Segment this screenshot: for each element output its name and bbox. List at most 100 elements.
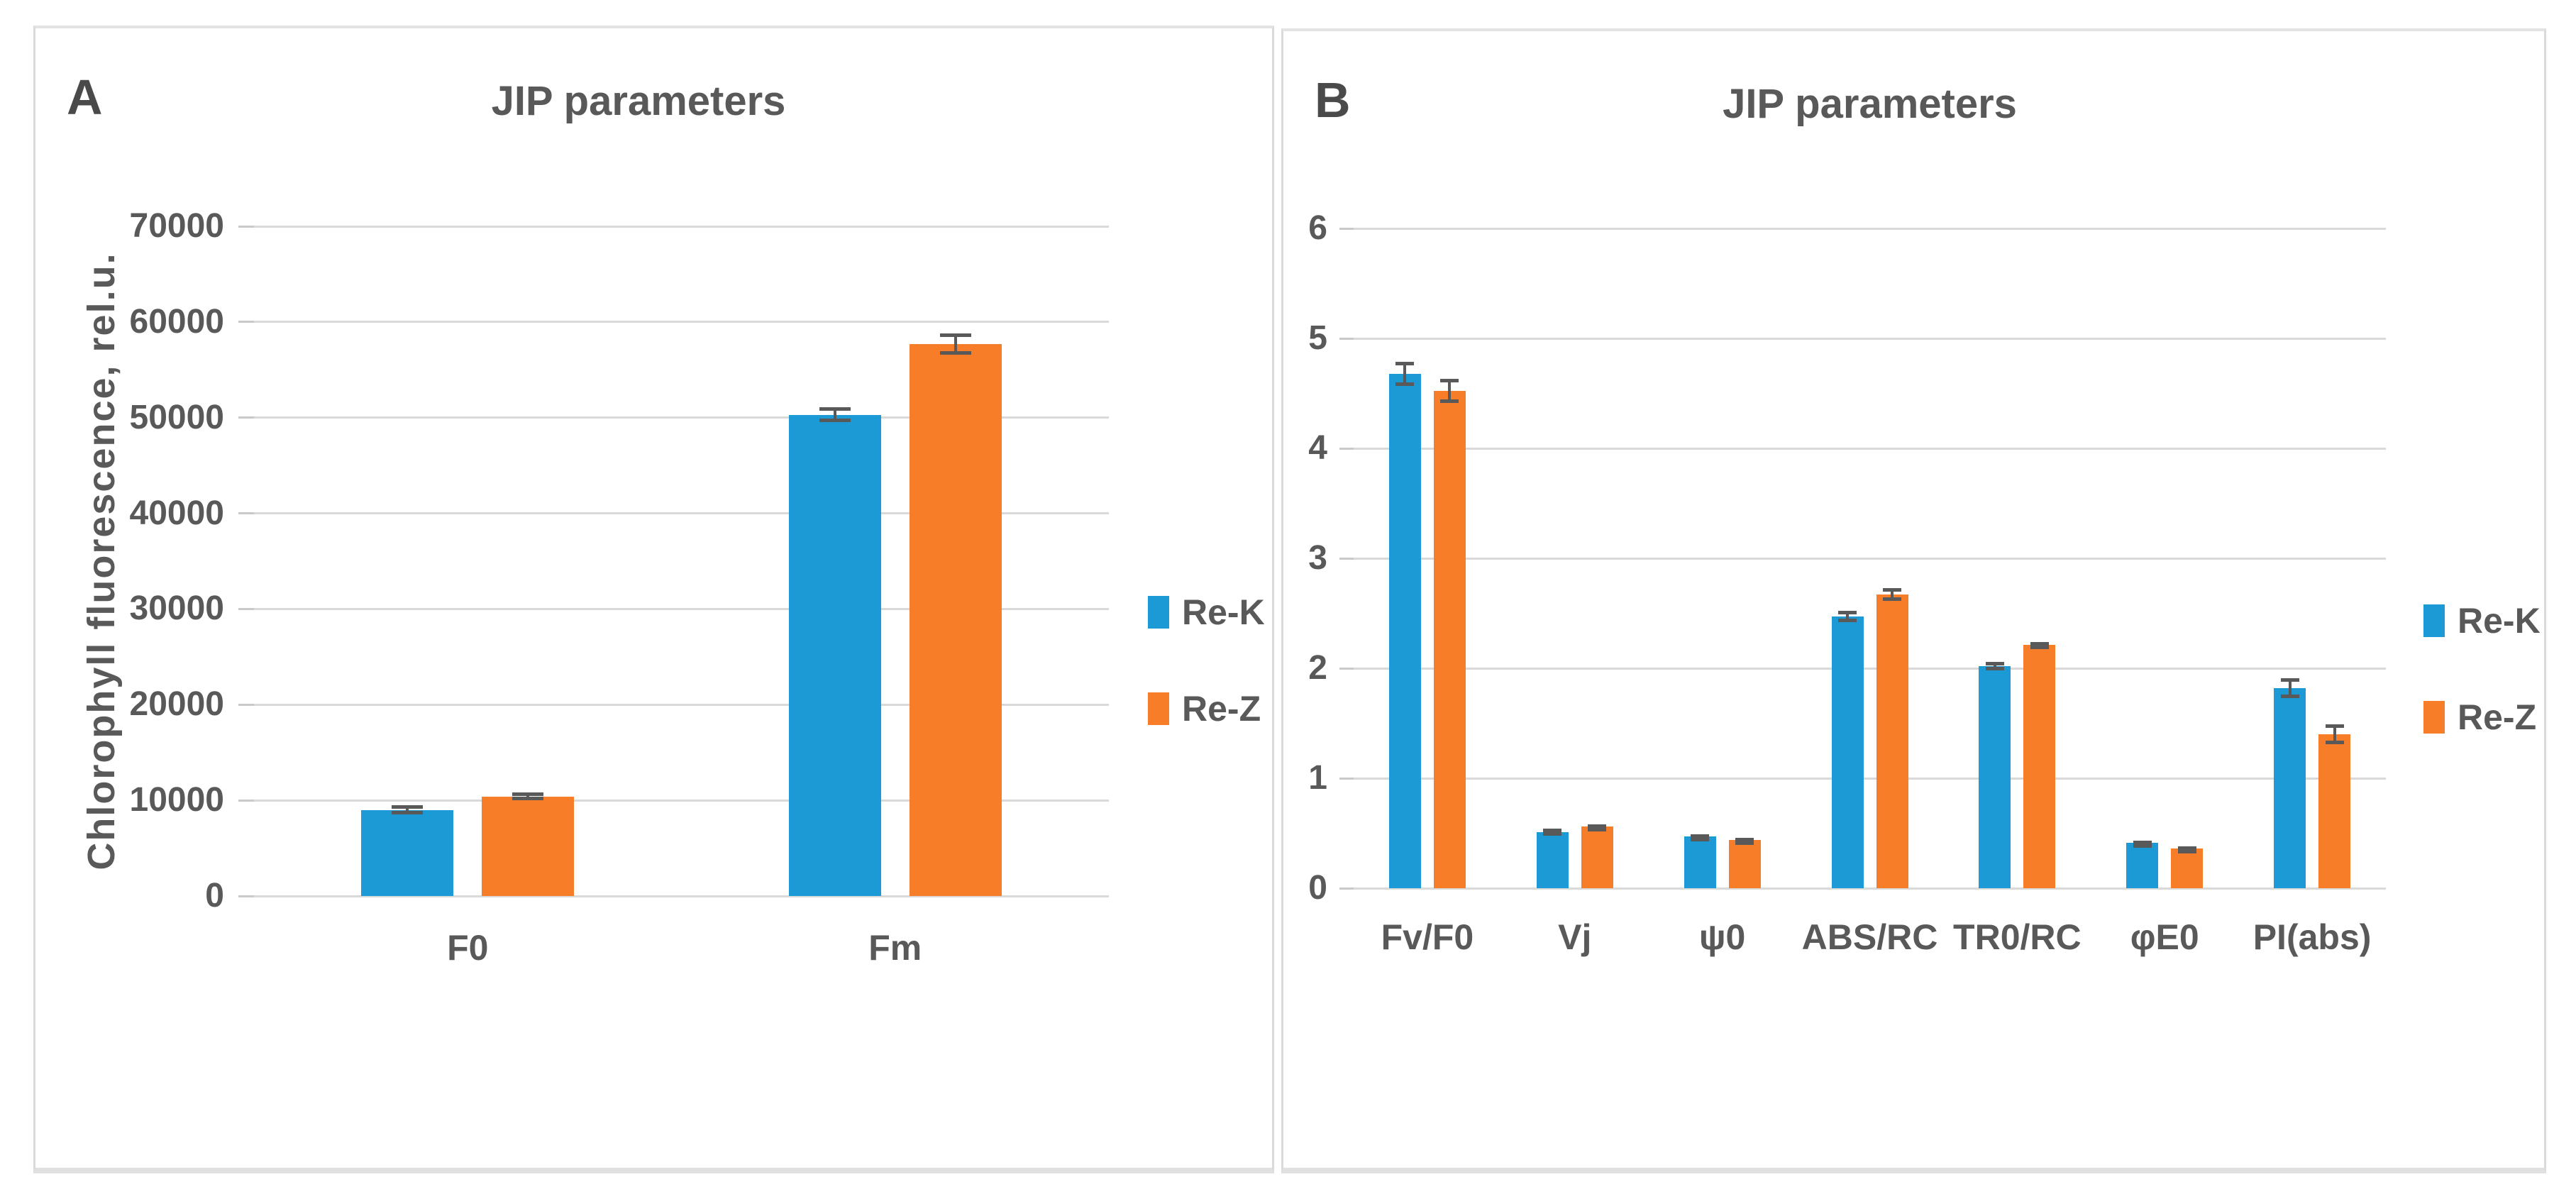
- error-bar: [2280, 678, 2299, 698]
- error-bar-line: [2288, 678, 2292, 698]
- legend-item: Re-Z: [1148, 691, 1265, 726]
- error-bar: [2030, 641, 2049, 649]
- x-category-label: ABS/RC: [1801, 917, 1938, 957]
- error-bar-line: [406, 804, 409, 815]
- legend-item: Re-K: [2423, 603, 2541, 638]
- chart-panel-b: B JIP parameters 0 1 2 3 4 5 6 Fv/F0 Vj ψ0 ABS/RC T…: [1281, 28, 2546, 1173]
- y-tick-label: 3: [1308, 539, 1327, 577]
- bar-re-z: [2171, 848, 2204, 888]
- error-bar-line: [526, 792, 530, 801]
- error-bar: [1691, 834, 1710, 842]
- y-tick-label: 40000: [129, 494, 224, 532]
- gridline: [254, 416, 1109, 419]
- error-bar-cap-top: [1985, 661, 2004, 665]
- error-bar-cap-bottom: [939, 350, 971, 355]
- y-tick-label: 2: [1308, 649, 1327, 687]
- y-tick-label: 6: [1308, 209, 1327, 247]
- bar-re-z: [1728, 839, 1761, 888]
- y-tick-label: 0: [205, 877, 224, 914]
- error-bar-cap-bottom: [512, 797, 544, 801]
- error-bar-cap-bottom: [1735, 841, 1754, 845]
- y-tick-label: 50000: [129, 398, 224, 436]
- legend-swatch: [2423, 604, 2445, 637]
- gridline: [1354, 667, 2386, 670]
- error-bar-line: [953, 333, 957, 355]
- error-bar-cap-bottom: [1985, 667, 2004, 671]
- gridline: [1354, 887, 2386, 890]
- chart-title-b: JIP parameters: [1723, 81, 2017, 127]
- x-category-label: Vj: [1558, 917, 1592, 957]
- x-category-label: F0: [447, 928, 489, 968]
- error-bar-cap-bottom: [1395, 382, 1415, 386]
- bar-re-z: [1876, 594, 1908, 888]
- error-bar-cap-top: [2177, 846, 2196, 851]
- axis-tick: [1339, 667, 1354, 670]
- error-bar-line: [1891, 587, 1894, 602]
- bar-re-k: [1979, 665, 2011, 888]
- legend-swatch: [2423, 701, 2445, 734]
- error-bar-cap-bottom: [392, 811, 424, 815]
- bar-re-k: [361, 809, 454, 896]
- error-bar-cap-bottom: [2133, 844, 2152, 848]
- bar-re-z: [1433, 391, 1466, 888]
- error-bar-cap-top: [2030, 641, 2049, 646]
- error-bar: [1440, 379, 1459, 404]
- error-bar-line: [833, 407, 836, 423]
- error-bar-cap-top: [1883, 587, 1901, 592]
- y-tick-label: 60000: [129, 302, 224, 341]
- bar-re-z: [482, 796, 575, 896]
- x-category-label: Fv/F0: [1381, 917, 1474, 957]
- x-category-label: TR0/RC: [1953, 917, 2082, 957]
- legend-label: Re-Z: [2458, 697, 2537, 737]
- bar-re-z: [2023, 645, 2056, 888]
- error-bar-cap-bottom: [1838, 618, 1857, 622]
- gridline: [1354, 337, 2386, 340]
- y-tick-label: 70000: [129, 207, 224, 245]
- error-bar-line: [1846, 611, 1849, 622]
- error-bar-cap-top: [1735, 837, 1754, 841]
- axis-tick: [1339, 227, 1354, 230]
- legend-label: Re-K: [2458, 601, 2541, 641]
- bar-re-z: [2318, 734, 2351, 888]
- bar-re-k: [1684, 836, 1716, 888]
- gridline: [1354, 227, 2386, 230]
- error-bar-line: [1993, 661, 1996, 671]
- error-bar-cap-top: [2325, 724, 2344, 729]
- error-bar-cap-top: [819, 407, 851, 411]
- bar-re-k: [1831, 616, 1864, 888]
- error-bar-cap-top: [1838, 611, 1857, 615]
- error-bar-cap-top: [939, 333, 971, 338]
- y-tick-label: 5: [1308, 319, 1327, 357]
- gridline: [1354, 447, 2386, 450]
- error-bar: [939, 333, 971, 355]
- axis-tick: [1339, 447, 1354, 450]
- gridline: [254, 321, 1109, 323]
- error-bar: [1735, 837, 1754, 845]
- legend-item: Re-K: [1148, 594, 1265, 630]
- chart-title-a: JIP parameters: [491, 78, 786, 124]
- error-bar-cap-bottom: [1588, 828, 1607, 832]
- y-tick-label: 10000: [129, 781, 224, 819]
- y-tick-label: 0: [1308, 869, 1327, 907]
- error-bar: [512, 792, 544, 801]
- legend-swatch: [1148, 692, 1169, 725]
- axis-tick: [238, 895, 254, 897]
- error-bar-cap-bottom: [2280, 694, 2299, 698]
- bar-re-k: [2126, 843, 2159, 888]
- panel-label-b: B: [1315, 72, 1351, 128]
- gridline: [254, 895, 1109, 897]
- error-bar: [2133, 841, 2152, 848]
- error-bar-cap-bottom: [1543, 832, 1562, 836]
- axis-tick: [238, 416, 254, 419]
- error-bar-cap-bottom: [2030, 645, 2049, 649]
- plot-area-a: 0 10000 20000 30000 40000 50000 60000 70000 F0 Fm: [130, 207, 1109, 968]
- legend-b: Re-K Re-Z: [2423, 603, 2541, 796]
- axis-tick: [238, 607, 254, 610]
- legend-item: Re-Z: [2423, 699, 2541, 735]
- bar-re-k: [2274, 687, 2306, 888]
- x-category-label: ψ0: [1698, 917, 1746, 957]
- axis-tick: [238, 512, 254, 515]
- axis-tick: [1339, 887, 1354, 890]
- legend-label: Re-K: [1182, 592, 1265, 632]
- error-bar: [2325, 724, 2344, 744]
